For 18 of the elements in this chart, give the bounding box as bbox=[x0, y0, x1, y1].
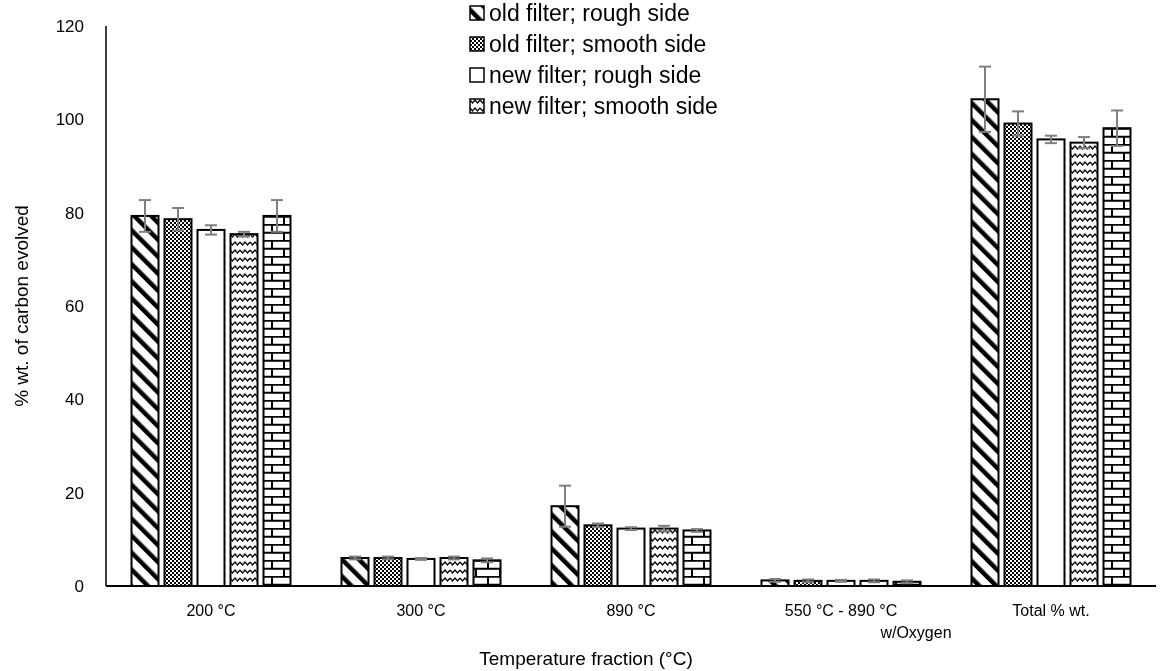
y-tick-label: 100 bbox=[55, 110, 84, 130]
x-tick-label: Total % wt. bbox=[1012, 602, 1090, 619]
y-axis-title: % wt. of carbon evolved bbox=[11, 205, 32, 407]
y-tick-label: 80 bbox=[65, 203, 84, 223]
legend-label: new filter; rough side bbox=[489, 62, 702, 89]
y-tick-label: 120 bbox=[55, 16, 84, 36]
x-tick-label: 550 °C - 890 °C w/Oxygen bbox=[784, 602, 952, 641]
x-tick-label: 200 °C bbox=[186, 602, 236, 619]
legend-label: old filter; smooth side bbox=[489, 31, 707, 58]
y-tick-label: 60 bbox=[65, 296, 84, 316]
legend-label: new filter; smooth side bbox=[489, 93, 718, 120]
x-tick-label: 890 °C bbox=[606, 602, 656, 619]
x-tick-label: 300 °C bbox=[396, 602, 446, 619]
legend-label: old filter; rough side bbox=[489, 0, 690, 27]
y-tick-label: 20 bbox=[65, 483, 84, 503]
y-tick-label: 40 bbox=[65, 390, 84, 410]
y-tick-label: 0 bbox=[74, 576, 84, 596]
x-axis-title: Temperature fraction (°C) bbox=[479, 648, 693, 669]
